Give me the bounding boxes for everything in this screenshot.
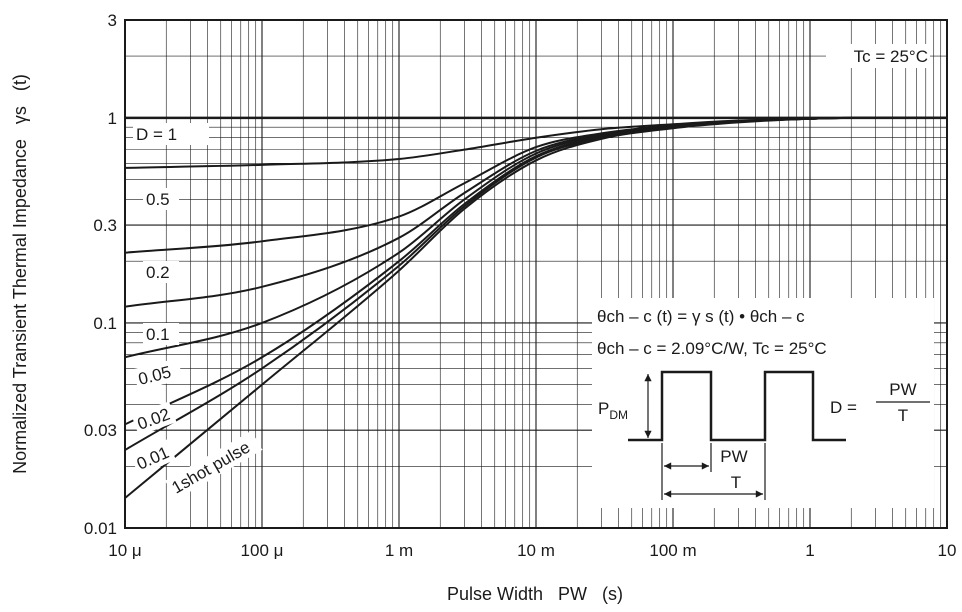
curve-label-group: 0.01 bbox=[130, 439, 176, 476]
curve-label-bg bbox=[131, 401, 177, 436]
y-tick-label: 3 bbox=[108, 11, 117, 30]
tc-label: Tc = 25°C bbox=[854, 47, 928, 66]
curve-label-group: D = 1 bbox=[133, 123, 209, 145]
formula-line-2: θch – c = 2.09°C/W, Tc = 25°C bbox=[597, 339, 827, 358]
formula-line-1: θch – c (t) = γ s (t) • θch – c bbox=[597, 307, 805, 326]
y-tick-label: 0.03 bbox=[84, 421, 117, 440]
x-tick-label: 100 μ bbox=[241, 541, 284, 560]
curve-label: 0.1 bbox=[146, 325, 170, 344]
curve-label-group: 0.05 bbox=[132, 358, 183, 391]
curve-label: 0.2 bbox=[146, 263, 170, 282]
curve-label-bg bbox=[132, 358, 183, 391]
x-axis-title: Pulse Width PW (s) bbox=[447, 584, 623, 604]
duty-numerator: PW bbox=[889, 380, 916, 399]
y-tick-label: 1 bbox=[108, 109, 117, 128]
tc-label-bg bbox=[826, 44, 930, 68]
curve-label-group: 0.5 bbox=[143, 188, 179, 210]
curve-1shot-pulse bbox=[125, 116, 947, 499]
y-tick-labels: 0.01 0.03 0.1 0.3 1 3 bbox=[84, 11, 117, 538]
curve-label-bg bbox=[133, 123, 209, 145]
x-tick-labels: 10 μ 100 μ 1 m 10 m 100 m 1 10 bbox=[108, 541, 956, 560]
x-tick-label: 1 m bbox=[385, 541, 413, 560]
curve-label: D = 1 bbox=[136, 125, 177, 144]
inset-bg bbox=[592, 298, 934, 508]
x-tick-label: 1 bbox=[805, 541, 814, 560]
t-label: T bbox=[731, 473, 741, 492]
curve-label-bg bbox=[130, 439, 176, 476]
x-tick-label: 10 bbox=[938, 541, 957, 560]
y-axis-title: Normalized Transient Thermal Impedance γ… bbox=[10, 74, 30, 474]
y-tick-label: 0.01 bbox=[84, 519, 117, 538]
pulse-waveform bbox=[628, 370, 846, 442]
duty-label: D = bbox=[830, 398, 857, 417]
curve-label-group: 0.2 bbox=[143, 261, 179, 283]
curve-label: 0.5 bbox=[146, 190, 170, 209]
pdm-label: PDM bbox=[598, 399, 628, 422]
pw-label: PW bbox=[720, 447, 747, 466]
x-tick-label: 10 μ bbox=[108, 541, 141, 560]
curve-label-group: 0.1 bbox=[143, 323, 179, 345]
x-tick-label: 10 m bbox=[517, 541, 555, 560]
x-tick-label: 100 m bbox=[649, 541, 696, 560]
inset-diagram: θch – c (t) = γ s (t) • θch – c θch – c … bbox=[592, 298, 934, 508]
y-tick-label: 0.3 bbox=[93, 216, 117, 235]
plot-frame bbox=[124, 19, 948, 529]
curve-label-bg bbox=[143, 323, 179, 345]
curve-label-bg bbox=[143, 261, 179, 283]
curve-group bbox=[125, 116, 947, 499]
curve-label-bg bbox=[143, 188, 179, 210]
curve-label-bg bbox=[164, 430, 263, 500]
y-tick-label: 0.1 bbox=[93, 314, 117, 333]
duty-denominator: T bbox=[898, 406, 908, 425]
curve-label-group: 1shot pulse bbox=[164, 430, 263, 500]
